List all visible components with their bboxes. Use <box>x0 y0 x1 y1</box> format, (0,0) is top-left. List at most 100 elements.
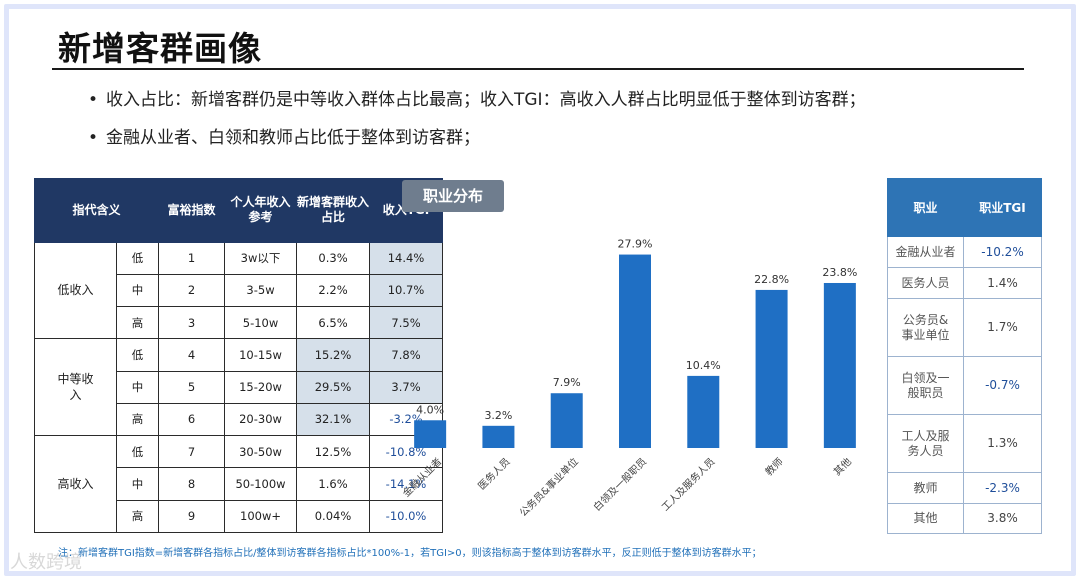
table-row: 中 5 15-20w 29.5% 3.7% <box>35 370 444 404</box>
tgi-cell: 1.4% <box>963 267 1042 299</box>
tgi-cell: 3.8% <box>963 503 1042 534</box>
level-cell: 高 <box>115 499 160 534</box>
income-table: 指代含义 富裕指数 个人年收入参考 新增客群收入占比 收入TGI 低收入 低 1… <box>33 178 444 534</box>
table-row: 工人及服务人员 1.3% <box>887 414 1042 473</box>
header-occupation: 职业 <box>887 178 964 237</box>
income-cell: 3-5w <box>224 273 298 308</box>
bar-value-label: 27.9% <box>618 238 653 251</box>
job-cell: 公务员&事业单位 <box>887 298 964 357</box>
bar-6 <box>823 282 856 448</box>
job-cell: 工人及服务人员 <box>887 414 964 473</box>
table-row: 其他 3.8% <box>887 503 1042 534</box>
income-cell: 100w+ <box>224 499 298 534</box>
group-low-income: 低收入 <box>34 241 117 340</box>
level-cell: 高 <box>115 306 160 340</box>
table-row: 低收入 低 1 3w以下 0.3% 14.4% <box>34 241 444 340</box>
bar-4 <box>687 375 720 448</box>
title-divider <box>52 68 1024 70</box>
index-cell: 5 <box>158 370 226 404</box>
income-cell: 3w以下 <box>224 241 298 275</box>
job-cell: 其他 <box>887 503 964 534</box>
job-cell: 医务人员 <box>887 267 964 299</box>
bar-value-label: 23.8% <box>822 266 857 279</box>
bullet-occupation: • 金融从业者、白领和教师占比低于整体到访客群； <box>88 123 480 148</box>
bar-value-label: 22.8% <box>754 273 789 286</box>
bar-3 <box>619 254 651 448</box>
watermark: 人数跨境 <box>10 552 82 573</box>
table-row: 公务员&事业单位 1.7% <box>887 298 1042 357</box>
bar-2 <box>550 393 583 448</box>
table-row: 金融从业者 -10.2% <box>887 236 1042 268</box>
bullet-text: 金融从业者、白领和教师占比低于整体到访客群； <box>106 128 480 148</box>
bullet-text: 收入占比：新增客群仍是中等收入群体占比最高；收入TGI：高收入人群占比明显低于整… <box>106 90 866 110</box>
level-cell: 低 <box>115 338 160 372</box>
index-cell: 6 <box>158 402 226 437</box>
table-row: 医务人员 1.4% <box>887 267 1042 299</box>
bar-0 <box>414 420 447 448</box>
x-tick-label: 公务员&事业单位 <box>517 455 581 519</box>
bar-5 <box>755 289 788 448</box>
occ-header-row: 职业 职业TGI <box>887 178 1042 237</box>
level-cell: 低 <box>115 241 160 275</box>
table-row: 中等收入 低 4 10-15w 15.2% 7.8% <box>34 338 444 437</box>
index-cell: 1 <box>158 241 226 275</box>
table-row: 中 2 3-5w 2.2% 10.7% <box>35 273 444 308</box>
tgi-cell: -14.1% <box>369 467 444 501</box>
tgi-cell: -10.0% <box>369 499 444 534</box>
occupation-tgi-table: 职业 职业TGI 金融从业者 -10.2% 医务人员 1.4% 公务员&事业单位… <box>887 178 1042 534</box>
tgi-cell: 3.7% <box>369 370 444 404</box>
job-cell: 教师 <box>887 472 964 504</box>
index-cell: 9 <box>158 499 226 534</box>
group-middle-income: 中等收入 <box>34 338 117 437</box>
income-cell: 15-20w <box>224 370 298 404</box>
share-cell: 15.2% <box>296 338 371 372</box>
index-cell: 7 <box>158 435 226 469</box>
footnote: 注：新增客群TGI指数=新增客群各指标占比/整体到访客群各指标占比*100%-1… <box>58 548 762 559</box>
index-cell: 8 <box>158 467 226 501</box>
bullet-income: • 收入占比：新增客群仍是中等收入群体占比最高；收入TGI：高收入人群占比明显低于… <box>88 85 866 110</box>
table-row: 白领及一般职员 -0.7% <box>887 356 1042 415</box>
share-cell: 32.1% <box>296 402 371 437</box>
tgi-cell: 14.4% <box>369 241 444 275</box>
bar-1 <box>482 425 515 448</box>
table-row: 高 9 100w+ 0.04% -10.0% <box>35 499 444 534</box>
x-tick-label: 工人及服务人员 <box>659 455 718 514</box>
level-cell: 高 <box>115 402 160 437</box>
share-cell: 12.5% <box>296 435 371 469</box>
tgi-cell: 7.5% <box>369 306 444 340</box>
tgi-cell: 1.7% <box>963 298 1042 357</box>
bar-value-label: 7.9% <box>553 376 581 389</box>
header-share: 新增客群收入占比 <box>296 178 371 243</box>
index-cell: 4 <box>158 338 226 372</box>
income-cell: 30-50w <box>224 435 298 469</box>
tgi-cell: 1.3% <box>963 414 1042 473</box>
share-cell: 1.6% <box>296 467 371 501</box>
slide-frame <box>4 4 1076 576</box>
share-cell: 29.5% <box>296 370 371 404</box>
bar-value-label: 3.2% <box>484 409 512 422</box>
bullet-marker: • <box>88 90 99 110</box>
share-cell: 0.04% <box>296 499 371 534</box>
bar-value-label: 10.4% <box>686 359 721 372</box>
level-cell: 低 <box>115 435 160 469</box>
x-tick-label: 其他 <box>831 455 854 478</box>
group-high-income: 高收入 <box>34 435 117 533</box>
header-income-reference: 个人年收入参考 <box>224 178 298 243</box>
header-wealth-index: 富裕指数 <box>158 178 226 243</box>
level-cell: 中 <box>115 273 160 308</box>
occupation-bar-chart: 4.0% 金融从业者 3.2% 医务人员 7.9% 公务员&事业单位 27.9% 白领及一般职… <box>400 238 858 520</box>
x-tick-label: 医务人员 <box>475 455 512 492</box>
income-cell: 20-30w <box>224 402 298 437</box>
tgi-cell: -0.7% <box>963 356 1042 415</box>
x-tick-label: 金融从业者 <box>400 455 445 500</box>
index-cell: 3 <box>158 306 226 340</box>
income-cell: 5-10w <box>224 306 298 340</box>
job-cell: 白领及一般职员 <box>887 356 964 415</box>
table-row: 教师 -2.3% <box>887 472 1042 504</box>
table-row: 中 8 50-100w 1.6% -14.1% <box>35 467 444 501</box>
share-cell: 0.3% <box>296 241 371 275</box>
income-cell: 10-15w <box>224 338 298 372</box>
bullet-marker: • <box>88 128 99 148</box>
share-cell: 6.5% <box>296 306 371 340</box>
income-header-row: 指代含义 富裕指数 个人年收入参考 新增客群收入占比 收入TGI <box>33 178 444 243</box>
